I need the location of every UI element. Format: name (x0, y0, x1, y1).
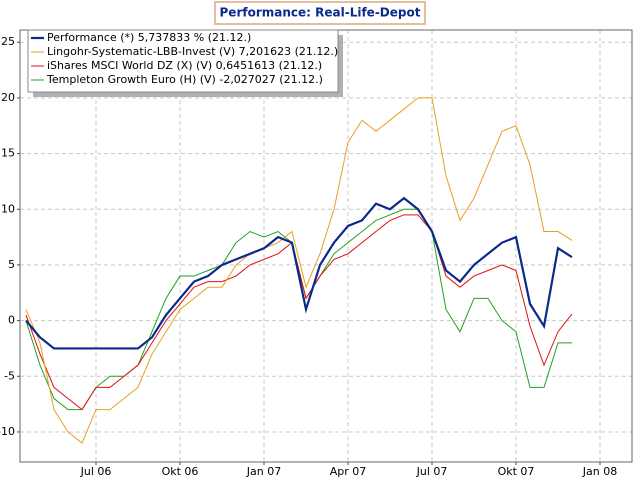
y-tick-label: 25 (1, 35, 15, 48)
y-tick-label: 20 (1, 91, 15, 104)
y-tick-label: 10 (1, 202, 15, 215)
x-tick-label: Jan 08 (582, 465, 617, 478)
y-tick-label: 5 (8, 258, 15, 271)
y-tick-label: 15 (1, 147, 15, 160)
x-tick-label: Okt 07 (498, 465, 535, 478)
x-tick-label: Apr 07 (330, 465, 367, 478)
y-tick-label: -5 (4, 369, 15, 382)
chart-title: Performance: Real-Life-Depot (220, 6, 421, 20)
series-line (25, 196, 573, 350)
y-tick-label: -10 (0, 425, 15, 438)
legend-label: iShares MSCI World DZ (X) (V) 0,6451613 … (47, 59, 322, 72)
y-tick-label: 0 (8, 314, 15, 327)
legend: Performance (*) 5,737833 % (21.12.)Lingo… (27, 29, 343, 97)
legend-box (27, 29, 339, 93)
legend-label: Performance (*) 5,737833 % (21.12.) (47, 31, 251, 44)
x-tick-label: Okt 06 (162, 465, 199, 478)
series-line (25, 214, 573, 411)
legend-label: Templeton Growth Euro (H) (V) -2,027027 … (46, 73, 323, 86)
legend-label: Lingohr-Systematic-LBB-Invest (V) 7,2016… (47, 45, 338, 58)
x-tick-label: Jul 07 (416, 465, 448, 478)
series-line (25, 97, 573, 444)
x-tick-label: Jul 06 (80, 465, 112, 478)
x-tick-label: Jan 07 (246, 465, 281, 478)
plot-area (20, 30, 632, 462)
title-box (214, 1, 426, 25)
